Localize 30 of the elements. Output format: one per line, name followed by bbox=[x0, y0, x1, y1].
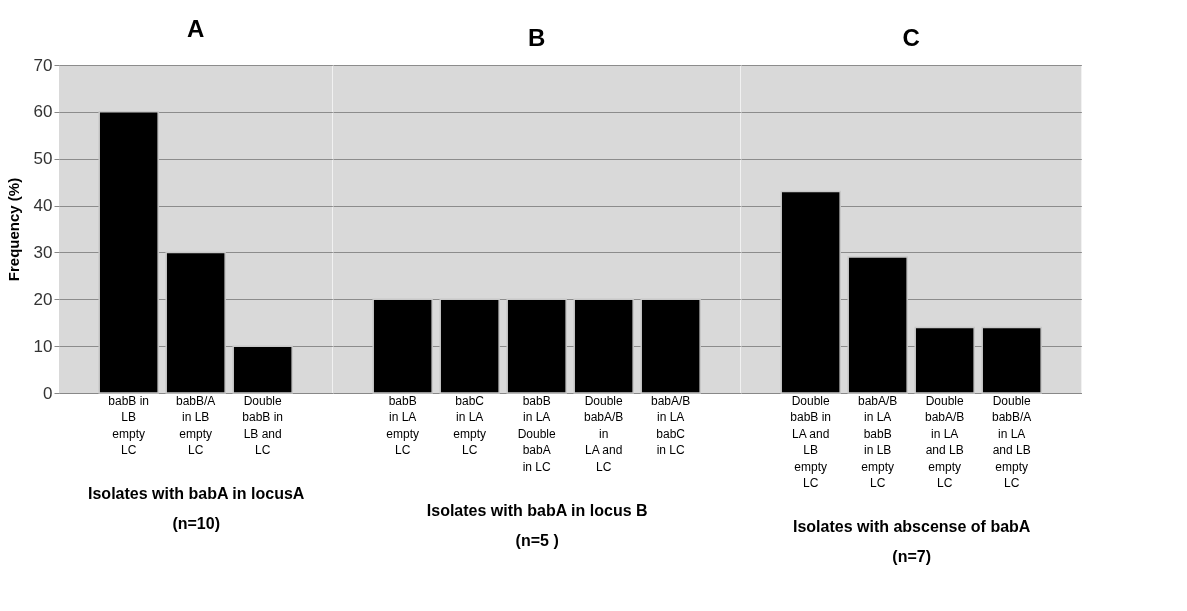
x-tick-label: babC in LA empty LC bbox=[453, 393, 487, 457]
x-tick-label: Double babA/B in LA and LB empty LC bbox=[924, 393, 965, 490]
chart-title: A bbox=[187, 15, 205, 42]
y-tick-label: 20 bbox=[33, 289, 53, 309]
y-tick-label: 50 bbox=[33, 149, 53, 169]
y-axis-title: Frequency (%) bbox=[4, 177, 22, 282]
chart-title: C bbox=[902, 24, 920, 51]
y-tick-label: 60 bbox=[33, 102, 53, 122]
y-tick-label: 70 bbox=[33, 55, 53, 75]
y-tick-label: 40 bbox=[33, 196, 53, 216]
y-tick-label: 0 bbox=[43, 383, 53, 403]
x-tick-label: babB in LA Double babA in LC bbox=[517, 393, 557, 474]
x-axis-title: Isolates with babA in locusA (n=10) bbox=[88, 485, 305, 532]
x-axis-title: Isolates with babA in locus B (n=5 ) bbox=[426, 501, 648, 549]
x-tick-label: babB in LB empty LC bbox=[108, 393, 150, 457]
x-tick-label: Double babB/A in LA and LB empty LC bbox=[991, 393, 1032, 490]
bar bbox=[232, 345, 293, 394]
x-tick-label: babB in LA empty LC bbox=[386, 393, 420, 457]
x-axis-title: Isolates with abscense of babA (n=7) bbox=[792, 518, 1031, 565]
bar bbox=[98, 111, 159, 394]
y-tick-label: 10 bbox=[33, 336, 53, 356]
y-tick-label: 30 bbox=[33, 242, 53, 262]
chart-title: B bbox=[528, 24, 546, 51]
x-tick-label: Double babB in LA and LB empty LC bbox=[790, 393, 832, 490]
x-tick-label: babA/B in LA babB in LB empty LC bbox=[857, 393, 898, 490]
x-tick-label: Double babA/B in LA and LC bbox=[583, 393, 624, 474]
x-tick-label: babB/A in LB empty LC bbox=[175, 393, 216, 457]
x-tick-label: Double babB in LB and LC bbox=[242, 393, 284, 457]
bar bbox=[165, 251, 226, 394]
x-tick-label: babA/B in LA babC in LC bbox=[650, 393, 691, 457]
